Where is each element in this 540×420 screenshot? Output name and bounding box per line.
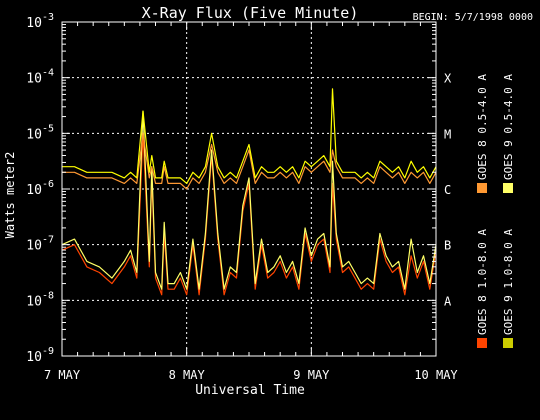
series-line-2 [61,110,437,290]
y-axis-label: Watts meter2 [3,152,17,239]
x-tick-label: 9 MAY [293,368,330,382]
legend: GOES 8 1.0-8.0 A GOES 8 0.5-4.0 A GOES 9 1… [476,74,515,348]
flare-class-labels: A B C M X [444,72,452,309]
y-tick-label: 10-4 [26,68,54,87]
legend-swatch [477,183,487,193]
x-tick-labels: 7 MAY 8 MAY 9 MAY 10 MAY [44,368,459,382]
series-line-3 [62,132,437,190]
legend-label: GOES 8 0.5-4.0 A [476,74,489,180]
axes [61,21,437,357]
legend-swatch [477,338,487,348]
legend-label: GOES 9 0.5-4.0 A [502,74,515,180]
begin-label: BEGIN: 5/7/1998 0000 [413,12,533,23]
x-tick-label: 10 MAY [414,368,458,382]
flare-class-label: M [444,127,451,141]
series-line-4 [62,88,437,184]
legend-swatch [503,183,513,193]
y-tick-label: 10-7 [26,235,54,254]
chart-title: X-Ray Flux (Five Minute) [142,4,359,22]
legend-swatch [503,338,513,348]
y-tick-label: 10-6 [26,179,54,198]
y-tick-label: 10-5 [26,123,54,142]
x-tick-label: 7 MAY [44,368,81,382]
flare-class-label: X [444,72,452,86]
flare-class-label: B [444,239,451,253]
y-tick-labels: 10-9 10-8 10-7 10-6 10-5 10-4 10-3 [26,12,54,365]
series-lines [61,88,437,296]
flare-class-label: C [444,183,451,197]
legend-label: GOES 9 1.0-8.0 A [502,229,515,335]
y-tick-label: 10-3 [26,12,54,31]
x-tick-label: 8 MAY [169,368,206,382]
x-axis-label: Universal Time [195,383,305,398]
y-tick-label: 10-9 [26,346,54,365]
y-tick-label: 10-8 [26,290,54,309]
flare-class-label: A [444,294,452,308]
legend-label: GOES 8 1.0-8.0 A [476,229,489,335]
